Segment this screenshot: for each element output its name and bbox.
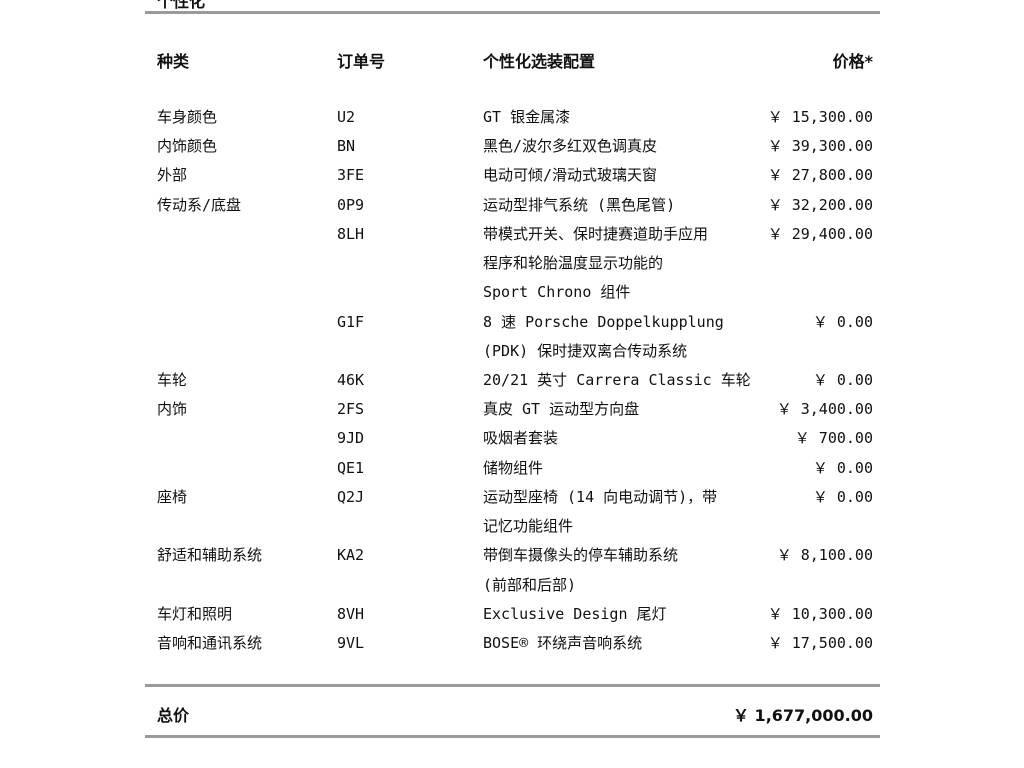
code: U2 — [337, 108, 356, 126]
price: ￥ 0.00 — [812, 312, 873, 331]
price: ￥ 0.00 — [812, 370, 873, 389]
category: 车灯和照明 — [157, 604, 233, 623]
header-category: 种类 — [157, 52, 190, 71]
code: Q2J — [337, 487, 365, 506]
price: ￥ 0.00 — [812, 487, 873, 506]
section-title: 个性化 — [157, 0, 206, 11]
description: 运动型排气系统 (黑色尾管) — [483, 195, 676, 214]
category: 传动系/底盘 — [157, 195, 242, 214]
description: 电动可倾/滑动式玻璃天窗 — [483, 166, 658, 185]
category: 车轮 — [157, 370, 188, 389]
code: BN — [337, 137, 356, 156]
code: QE1 — [337, 458, 365, 477]
header-option: 个性化选装配置 — [483, 52, 596, 71]
category: 内饰 — [157, 400, 188, 419]
category: 座椅 — [157, 487, 188, 506]
price: ￥ 39,300.00 — [767, 137, 873, 156]
total-label: 总价 — [157, 706, 190, 725]
description: BOSE® 环绕声音响系统 — [483, 633, 643, 652]
category: 舒适和辅助系统 — [157, 546, 263, 565]
code: 0P9 — [337, 195, 365, 214]
description: 记忆功能组件 — [483, 517, 574, 536]
description: (PDK) 保时捷双离合传动系统 — [483, 341, 688, 360]
code: 2FS — [337, 400, 365, 419]
description: Exclusive Design 尾灯 — [483, 604, 667, 623]
code: 8VH — [337, 604, 365, 623]
description: 20/21 英寸 Carrera Classic 车轮 — [483, 370, 751, 389]
code: 3FE — [337, 166, 365, 185]
divider — [145, 11, 880, 14]
description: 运动型座椅 (14 向电动调节)，带 — [483, 487, 718, 506]
header-code: 订单号 — [337, 52, 386, 71]
divider — [145, 684, 880, 687]
description: GT 银金属漆 — [483, 108, 571, 126]
price: ￥ 10,300.00 — [767, 604, 873, 623]
price: ￥ 15,300.00 — [767, 108, 873, 126]
description: 黑色/波尔多红双色调真皮 — [483, 137, 658, 156]
category: 外部 — [157, 166, 188, 185]
description: 8 速 Porsche Doppelkupplung — [483, 312, 724, 331]
total-price: ￥ 1,677,000.00 — [732, 706, 873, 725]
code: KA2 — [337, 546, 365, 565]
code: 9JD — [337, 429, 365, 448]
category: 内饰颜色 — [157, 137, 218, 156]
price: ￥ 27,800.00 — [767, 166, 873, 185]
description: 吸烟者套装 — [483, 429, 559, 448]
price: ￥ 32,200.00 — [767, 195, 873, 214]
description: 程序和轮胎温度显示功能的 — [483, 254, 664, 273]
category: 音响和通讯系统 — [157, 633, 263, 652]
description: (前部和后部) — [483, 575, 577, 594]
code: 9VL — [337, 633, 365, 652]
description: 真皮 GT 运动型方向盘 — [483, 400, 640, 419]
description: 储物组件 — [483, 458, 544, 477]
price: ￥ 8,100.00 — [776, 546, 873, 565]
price: ￥ 17,500.00 — [767, 633, 873, 652]
description: Sport Chrono 组件 — [483, 283, 631, 302]
category: 车身颜色 — [157, 108, 218, 126]
price: ￥ 700.00 — [794, 429, 873, 448]
code: G1F — [337, 312, 365, 331]
code: 46K — [337, 370, 365, 389]
description: 带模式开关、保时捷赛道助手应用 — [483, 224, 709, 243]
divider — [145, 735, 880, 738]
code: 8LH — [337, 224, 365, 243]
header-price: 价格* — [832, 52, 873, 71]
description: 带倒车摄像头的停车辅助系统 — [483, 546, 679, 565]
price: ￥ 3,400.00 — [776, 400, 873, 419]
price: ￥ 0.00 — [812, 458, 873, 477]
price: ￥ 29,400.00 — [767, 224, 873, 243]
